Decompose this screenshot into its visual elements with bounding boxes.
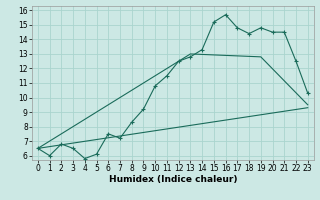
- X-axis label: Humidex (Indice chaleur): Humidex (Indice chaleur): [108, 175, 237, 184]
